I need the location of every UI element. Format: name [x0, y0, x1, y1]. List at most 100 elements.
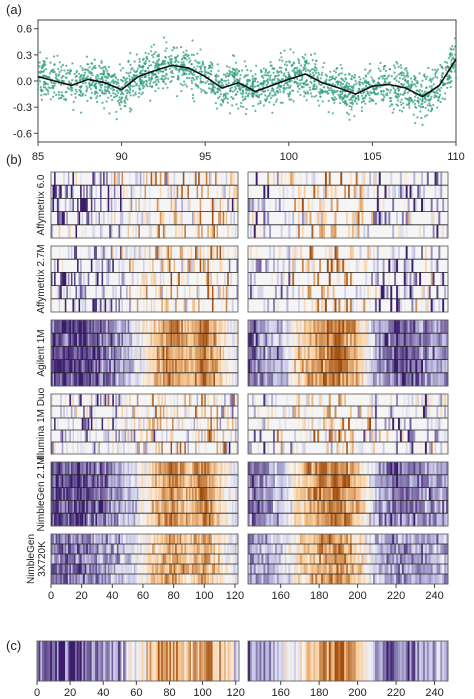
scatter-point [432, 103, 435, 107]
scatter-point [239, 105, 242, 108]
scatter-point [309, 80, 312, 83]
scatter-point [259, 100, 262, 103]
scatter-point [418, 89, 421, 92]
scatter-point [233, 77, 236, 80]
scatter-point [400, 66, 403, 69]
scatter-point [421, 79, 424, 82]
scatter-point [450, 59, 453, 62]
scatter-point [110, 74, 113, 77]
scatter-point [149, 80, 152, 83]
scatter-point [345, 111, 349, 114]
y-tick-label: 0.6 [17, 24, 32, 36]
scatter-point [292, 100, 295, 103]
scatter-point [439, 100, 442, 104]
scatter-point [60, 69, 63, 72]
scatter-point [189, 71, 192, 74]
scatter-point [298, 79, 301, 82]
scatter-point [69, 82, 72, 85]
scatter-point [135, 70, 138, 73]
scatter-point [185, 58, 188, 61]
scatter-point [89, 87, 93, 90]
scatter-point [415, 81, 418, 84]
scatter-point [426, 75, 429, 78]
scatter-point [60, 76, 63, 79]
scatter-point [219, 80, 222, 83]
scatter-point [253, 80, 257, 83]
scatter-point [276, 74, 279, 77]
scatter-point [400, 98, 403, 101]
scatter-point [384, 69, 387, 73]
scatter-point [449, 76, 452, 79]
scatter-point [421, 106, 425, 109]
scatter-point [39, 80, 42, 83]
scatter-point [276, 70, 279, 73]
scatter-point [361, 82, 364, 86]
scatter-point [372, 91, 375, 94]
scatter-point [454, 76, 458, 79]
scatter-point [182, 60, 185, 64]
scatter-point [93, 93, 96, 96]
scatter-point [390, 75, 393, 78]
scatter-point [305, 99, 308, 102]
scatter-point [100, 84, 103, 87]
scatter-point [81, 93, 84, 96]
scatter-point [212, 84, 215, 87]
scatter-point [278, 88, 281, 91]
scatter-point [222, 95, 225, 98]
scatter-point [272, 94, 275, 97]
scatter-point [47, 86, 50, 89]
scatter-point [388, 68, 392, 71]
scatter-point [425, 114, 429, 117]
scatter-point [132, 69, 135, 72]
scatter-point [435, 70, 438, 73]
scatter-point [252, 104, 255, 108]
scatter-point [110, 80, 114, 83]
scatter-point [360, 109, 363, 113]
scatter-point [374, 102, 377, 105]
scatter-point [103, 88, 107, 91]
scatter-point [138, 84, 141, 88]
scatter-point [160, 70, 163, 73]
scatter-point [412, 113, 415, 116]
scatter-point [170, 75, 173, 79]
scatter-point [313, 87, 316, 91]
scatter-point [39, 86, 42, 89]
scatter-point [249, 69, 252, 72]
scatter-point [70, 89, 73, 92]
scatter-point [440, 86, 443, 89]
scatter-point [240, 69, 244, 72]
scatter-point [235, 103, 238, 106]
scatter-point [116, 94, 119, 97]
scatter-point [280, 56, 283, 59]
scatter-point [400, 83, 403, 86]
scatter-point [164, 56, 167, 59]
scatter-point [269, 61, 272, 64]
scatter-point [320, 89, 323, 92]
scatter-point [87, 69, 90, 72]
scatter-point [348, 104, 351, 108]
scatter-point [117, 78, 120, 81]
scatter-point [185, 76, 189, 80]
scatter-point [107, 73, 110, 76]
scatter-point [94, 91, 97, 94]
scatter-point [103, 70, 106, 73]
scatter-point [42, 60, 45, 63]
scatter-point [353, 73, 357, 77]
scatter-point [57, 90, 61, 94]
scatter-point [346, 103, 349, 106]
scatter-point [308, 86, 311, 89]
scatter-point [124, 89, 127, 92]
scatter-point [430, 80, 433, 83]
scatter-point [336, 90, 339, 93]
scatter-point [414, 76, 417, 79]
scatter-point [130, 108, 133, 111]
scatter-point [227, 81, 230, 85]
scatter-point [279, 52, 282, 55]
scatter-point [126, 98, 129, 101]
scatter-point [406, 71, 409, 74]
scatter-point [97, 77, 100, 80]
scatter-point [135, 84, 139, 87]
scatter-point [348, 118, 351, 121]
scatter-point [66, 86, 70, 90]
scatter-point [306, 68, 310, 72]
